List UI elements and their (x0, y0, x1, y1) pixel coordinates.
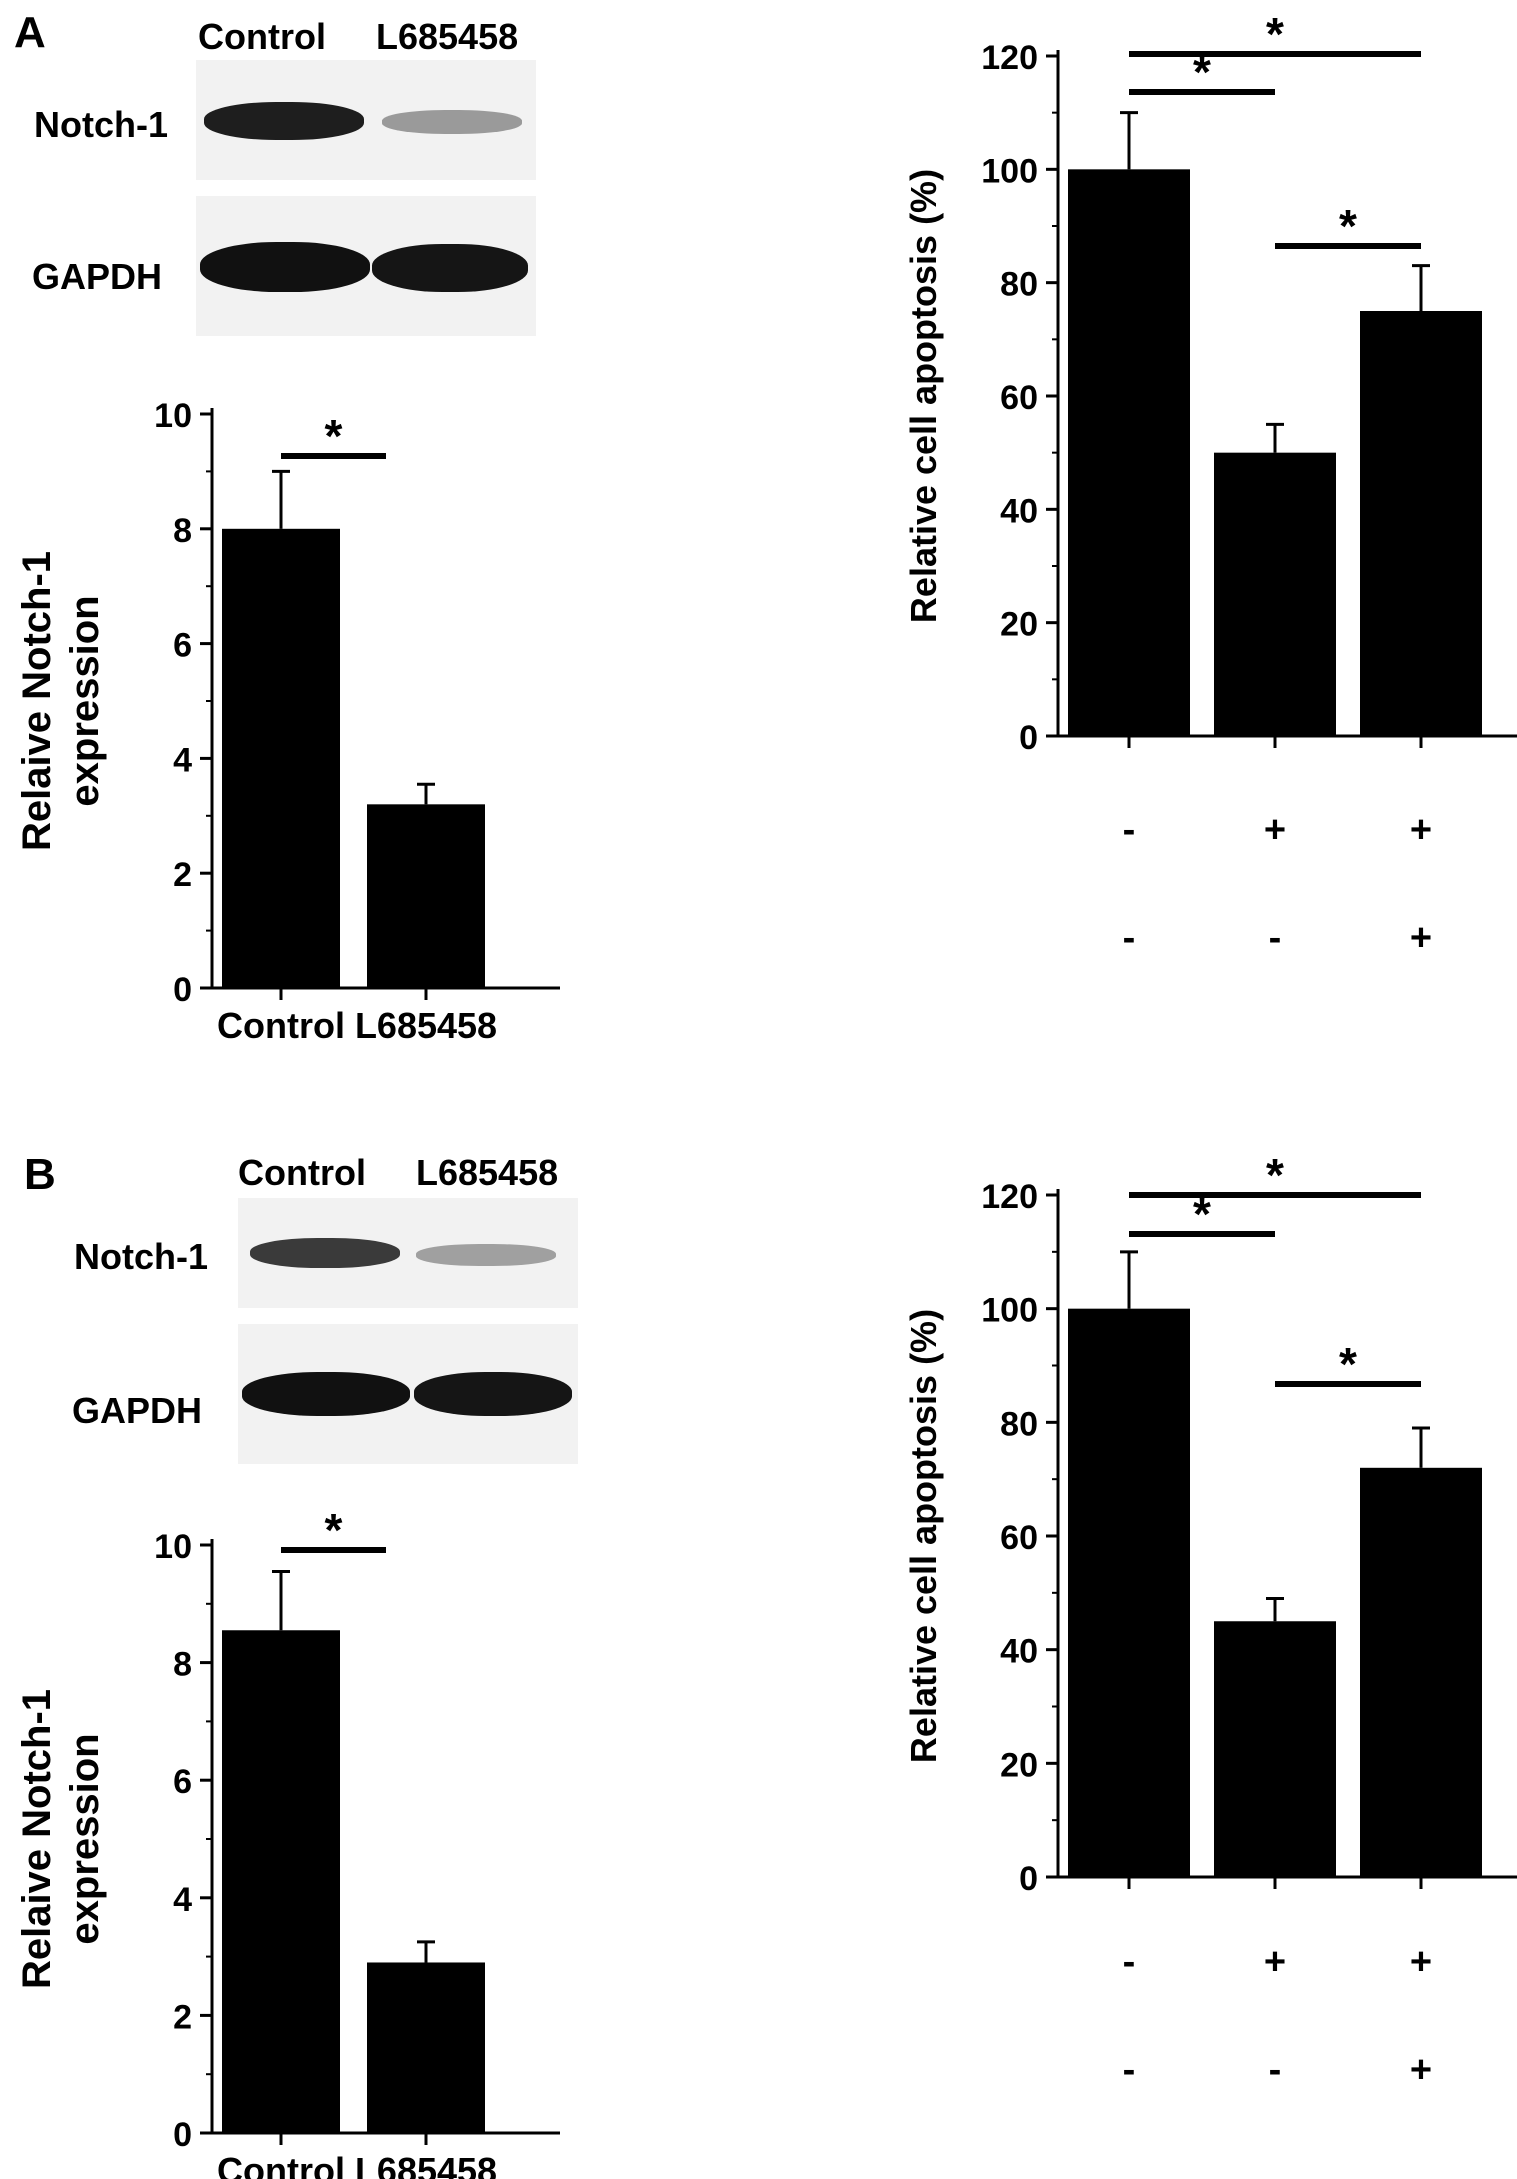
band-notch1-control (250, 1238, 400, 1268)
band-notch1-control (204, 102, 364, 140)
y-tick-label: 20 (1000, 1746, 1038, 1784)
western-blot-notch1 (196, 60, 536, 180)
x-tick-label: L685458 (355, 1005, 497, 1046)
y-tick-label: 40 (1000, 1633, 1038, 1671)
apoptosis-chart: 0 20 40 60 80 100 120 Relative cell apoptosis (… (903, 1150, 1517, 2091)
y-tick-label: 4 (173, 1881, 192, 1919)
bar (1360, 311, 1482, 736)
bar (1360, 1467, 1482, 1877)
y-tick-label: 2 (173, 1998, 192, 2036)
y-tick-label: 120 (981, 39, 1038, 77)
significance-star: * (1193, 46, 1211, 98)
condition-sign: - (1123, 2049, 1136, 2091)
band-gapdh-l685458 (414, 1372, 572, 1416)
notch1-expression-chart: 0 2 4 6 8 10 Relaive Notch-1 expression Control L… (15, 1510, 560, 2179)
panel-a: A Control L685458 Notch-1 GAPDH 0 2 4 6 8 10 R… (0, 0, 1517, 1089)
significance-star: * (1266, 8, 1284, 60)
y-tick-label: 8 (173, 1646, 192, 1684)
condition-sign: + (1264, 1941, 1286, 1983)
y-tick-label: 0 (1019, 1860, 1038, 1898)
bar (367, 804, 485, 988)
y-tick-label: 100 (981, 152, 1038, 190)
significance-star: * (1339, 200, 1357, 252)
condition-sign: + (1410, 1941, 1432, 1983)
blot-lane-label-l685458: L685458 (376, 16, 519, 57)
y-axis-label: expression (63, 1733, 107, 1944)
condition-sign: - (1123, 917, 1136, 959)
bar (1068, 1308, 1190, 1877)
bar (367, 1962, 485, 2133)
x-tick-label: Control (217, 1005, 345, 1046)
y-axis-label: Relaive Notch-1 (15, 1689, 59, 1989)
condition-sign: - (1269, 917, 1282, 959)
blot-band-label-notch1: Notch-1 (74, 1236, 208, 1277)
y-tick-label: 0 (173, 2116, 192, 2154)
x-tick-label: L685458 (355, 2150, 497, 2179)
y-tick-label: 80 (1000, 266, 1038, 304)
western-blot-notch1 (238, 1198, 578, 1308)
condition-sign: + (1410, 809, 1432, 851)
western-blot-gapdh (238, 1324, 578, 1464)
y-axis-label: expression (63, 595, 107, 806)
band-notch1-l685458 (416, 1244, 556, 1266)
y-tick-label: 120 (981, 1178, 1038, 1216)
y-tick-label: 10 (154, 397, 192, 435)
bar (222, 528, 340, 988)
significance-star: * (325, 1510, 343, 1556)
band-gapdh-control (242, 1372, 410, 1416)
y-tick-label: 60 (1000, 1519, 1038, 1557)
panel-b: B Control L685458 Notch-1 GAPDH 0 2 4 6 8 10 R… (0, 1150, 1517, 2179)
bar (1214, 1621, 1336, 1877)
blot-lane-label-control: Control (238, 1152, 366, 1193)
condition-sign: + (1264, 809, 1286, 851)
x-tick-label: Control (217, 2150, 345, 2179)
y-tick-label: 6 (173, 1763, 192, 1801)
significance-star: * (1193, 1188, 1211, 1240)
y-tick-label: 10 (154, 1528, 192, 1566)
blot-band-label-gapdh: GAPDH (32, 256, 163, 297)
y-tick-label: 80 (1000, 1405, 1038, 1443)
bar (1214, 452, 1336, 736)
blot-lane-label-control: Control (198, 16, 326, 57)
notch1-expression-chart: 0 2 4 6 8 10 Relaive Notch-1 expression Control L… (15, 397, 560, 1046)
y-tick-label: 40 (1000, 492, 1038, 530)
y-tick-label: 0 (1019, 719, 1038, 757)
y-tick-label: 4 (173, 741, 192, 779)
y-tick-label: 2 (173, 856, 192, 894)
condition-sign: - (1123, 809, 1136, 851)
significance-star: * (1339, 1338, 1357, 1390)
y-tick-label: 100 (981, 1292, 1038, 1330)
bar (1068, 169, 1190, 737)
y-axis-label: Relative cell apoptosis (%) (903, 169, 944, 623)
condition-sign: - (1123, 1941, 1136, 1983)
y-tick-label: 60 (1000, 379, 1038, 417)
y-axis-label: Relaive Notch-1 (15, 551, 59, 851)
blot-lane-label-l685458: L685458 (416, 1152, 559, 1193)
significance-star: * (325, 410, 343, 462)
band-notch1-l685458 (382, 110, 522, 134)
band-gapdh-l685458 (372, 244, 528, 292)
blot-band-label-gapdh: GAPDH (72, 1390, 203, 1431)
apoptosis-chart: 0 20 40 60 80 100 120 Relative cell apoptosis (… (903, 8, 1517, 959)
band-gapdh-control (200, 242, 370, 292)
blot-band-label-notch1: Notch-1 (34, 104, 168, 145)
y-tick-label: 6 (173, 627, 192, 665)
y-axis-label: Relative cell apoptosis (%) (903, 1309, 944, 1763)
significance-star: * (1266, 1150, 1284, 1201)
bar (222, 1630, 340, 2133)
condition-sign: + (1410, 917, 1432, 959)
condition-sign: - (1269, 2049, 1282, 2091)
y-tick-label: 0 (173, 971, 192, 1009)
western-blot-gapdh (196, 196, 536, 336)
panel-letter: B (24, 1150, 56, 1199)
y-tick-label: 8 (173, 512, 192, 550)
y-tick-label: 20 (1000, 606, 1038, 644)
panel-letter: A (14, 8, 46, 57)
condition-sign: + (1410, 2049, 1432, 2091)
